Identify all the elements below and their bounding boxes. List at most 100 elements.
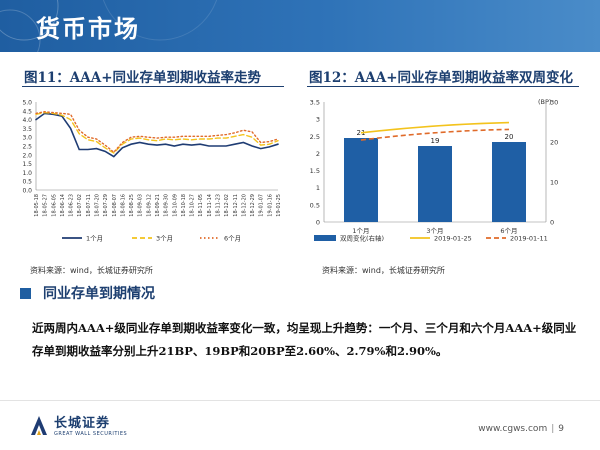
bar-value-label: 21	[357, 129, 366, 137]
logo-text-cn: 长城证券	[54, 416, 111, 431]
x-tick-label: 18-12-02	[224, 194, 230, 217]
left-y-tick-label: 0	[316, 219, 320, 227]
website-link[interactable]: www.cgws.com	[478, 424, 548, 434]
x-tick-label: 18-06-23	[69, 194, 75, 217]
x-tick-label: 18-06-14	[60, 194, 66, 217]
footer-separator: |	[551, 424, 555, 434]
chart-11-svg: 0.0 0.5 1.0 1.5 2.02.5 3.0 3.5 4.0 4.55.0 18-05-1…	[22, 100, 282, 243]
left-y-tick-label: 3	[316, 116, 320, 124]
company-logo: 长城证券 GREAT WALL SECURITIES	[30, 412, 127, 437]
bar-value-label: 20	[505, 133, 514, 141]
left-y-tick-label: 1	[316, 184, 320, 192]
y-tick-label: 4.5	[22, 108, 32, 115]
left-y-tick-label: 3.5	[310, 99, 320, 107]
right-y-tick-label: 0	[550, 219, 554, 227]
bar-1个月	[344, 138, 378, 222]
y-tick-label: 2.0	[22, 152, 32, 159]
legend-label: 6个月	[224, 235, 241, 243]
series-line-2019-01-11	[360, 128, 510, 141]
logo-text-en: GREAT WALL SECURITIES	[54, 431, 128, 437]
x-category-label: 6个月	[500, 227, 517, 235]
right-y-tick-label: 10	[550, 179, 558, 187]
y-tick-label: 4.0	[22, 117, 32, 124]
chart-11-container: 0.0 0.5 1.0 1.5 2.0 2.5 3.0 3.5 4.0 4.5 5.0 18-05-1…	[4, 92, 294, 260]
x-tick-label: 18-08-16	[120, 194, 126, 217]
series-line-6个月	[35, 110, 279, 154]
left-y-tick-label: 2	[316, 150, 320, 158]
figure-12-source: 资料来源：wind，长城证券研究所	[322, 266, 445, 275]
x-tick-label: 18-11-05	[198, 194, 204, 217]
x-tick-label: 18-12-20	[241, 194, 247, 217]
figure-12-divider	[307, 86, 579, 87]
legend-label: 2019-01-11	[510, 235, 548, 243]
right-y-tick-label: 30	[550, 99, 558, 107]
bar-3个月	[418, 146, 452, 222]
legend-label: 3个月	[156, 235, 173, 243]
chart-12-container: 0 0.5 1 1.5 2 2.5 3 3.5 0 10 20 30 (BP) 21 19 20 1个月 3个月 6…	[300, 92, 590, 260]
x-tick-label: 19-01-07	[259, 194, 265, 217]
x-tick-label: 18-10-27	[190, 194, 196, 217]
y-tick-label: 1.0	[22, 170, 32, 177]
section-square-icon	[20, 287, 31, 299]
bar-6个月	[492, 142, 526, 222]
chart-12-svg: 0 0.5 1 1.5 2 2.5 3 3.5 0 10 20 30(BP) 21 19 20 1个月 3个月 6…	[310, 98, 559, 243]
series-line-2019-01-25	[360, 121, 510, 134]
footer-divider	[0, 400, 600, 401]
x-tick-label: 18-10-09	[172, 194, 178, 217]
x-tick-label: 18-07-11	[86, 194, 92, 217]
footer-info: www.cgws.com | 9	[478, 424, 564, 434]
y-tick-label: 3.0	[22, 135, 32, 142]
left-y-tick-label: 0.5	[310, 201, 320, 209]
x-tick-label: 19-01-16	[267, 194, 273, 217]
body-paragraph: 近两周内AAA+级同业存单到期收益率变化一致，均呈现上升趋势：一个月、三个月和六…	[32, 321, 577, 358]
y-tick-label: 2.5	[22, 144, 32, 151]
figure-11-divider	[22, 86, 284, 87]
figure-11-title: 图11：AAA+同业存单到期收益率走势	[24, 70, 262, 86]
legend-label: 2019-01-25	[434, 235, 472, 243]
x-category-label: 1个月	[352, 227, 369, 235]
x-tick-label: 18-09-12	[146, 194, 152, 217]
series-line-3个月	[35, 111, 279, 154]
x-tick-label: 18-10-18	[181, 194, 187, 217]
right-y-tick-label: 20	[550, 139, 558, 147]
left-y-tick-label: 2.5	[310, 133, 320, 141]
legend-label: 双周变化(右轴)	[340, 234, 384, 243]
x-tick-label: 18-11-14	[207, 194, 213, 217]
x-tick-label: 18-07-20	[95, 194, 101, 217]
x-tick-label: 18-08-25	[129, 194, 135, 217]
y-tick-label: 3.5	[22, 126, 32, 133]
x-tick-label: 18-08-07	[112, 194, 118, 217]
left-y-tick-label: 1.5	[310, 167, 320, 175]
x-tick-label: 18-09-21	[155, 194, 161, 217]
page-title: 货币市场	[36, 14, 140, 43]
great-wall-logo-icon	[31, 415, 47, 435]
x-tick-label: 18-11-23	[216, 194, 222, 217]
section-title: 同业存单到期情况	[43, 286, 155, 302]
header-banner: 货币市场	[0, 0, 600, 52]
figure-12-title: 图12：AAA+同业存单到期收益率双周变化	[309, 70, 574, 86]
y-tick-label: 5.0	[22, 100, 32, 107]
series-line-1个月	[35, 112, 279, 158]
x-tick-label: 18-12-11	[233, 194, 239, 217]
figure-11-source: 资料来源：wind，长城证券研究所	[30, 266, 153, 275]
x-tick-label: 18-05-18	[34, 194, 40, 217]
x-tick-label: 18-09-03	[138, 194, 144, 217]
section-heading: 同业存单到期情况	[20, 283, 155, 303]
x-tick-label: 18-07-29	[103, 194, 109, 217]
legend-swatch	[314, 235, 336, 241]
x-tick-label: 18-05-27	[43, 194, 49, 217]
header-decoration	[0, 0, 218, 52]
x-tick-label: 18-07-02	[77, 194, 83, 217]
y-tick-label: 1.5	[22, 161, 32, 168]
y-tick-label: 0.0	[22, 188, 32, 195]
legend-label: 1个月	[86, 235, 103, 243]
x-tick-label: 18-12-29	[250, 194, 256, 217]
page-number: 9	[558, 424, 564, 434]
bar-value-label: 19	[431, 137, 440, 145]
y-tick-label: 0.5	[22, 179, 32, 186]
x-tick-label: 18-06-05	[51, 194, 57, 217]
right-axis-unit: (BP)	[538, 98, 551, 106]
x-tick-label: 18-09-30	[164, 194, 170, 217]
x-category-label: 3个月	[426, 227, 443, 235]
x-tick-label: 19-01-25	[276, 194, 282, 217]
